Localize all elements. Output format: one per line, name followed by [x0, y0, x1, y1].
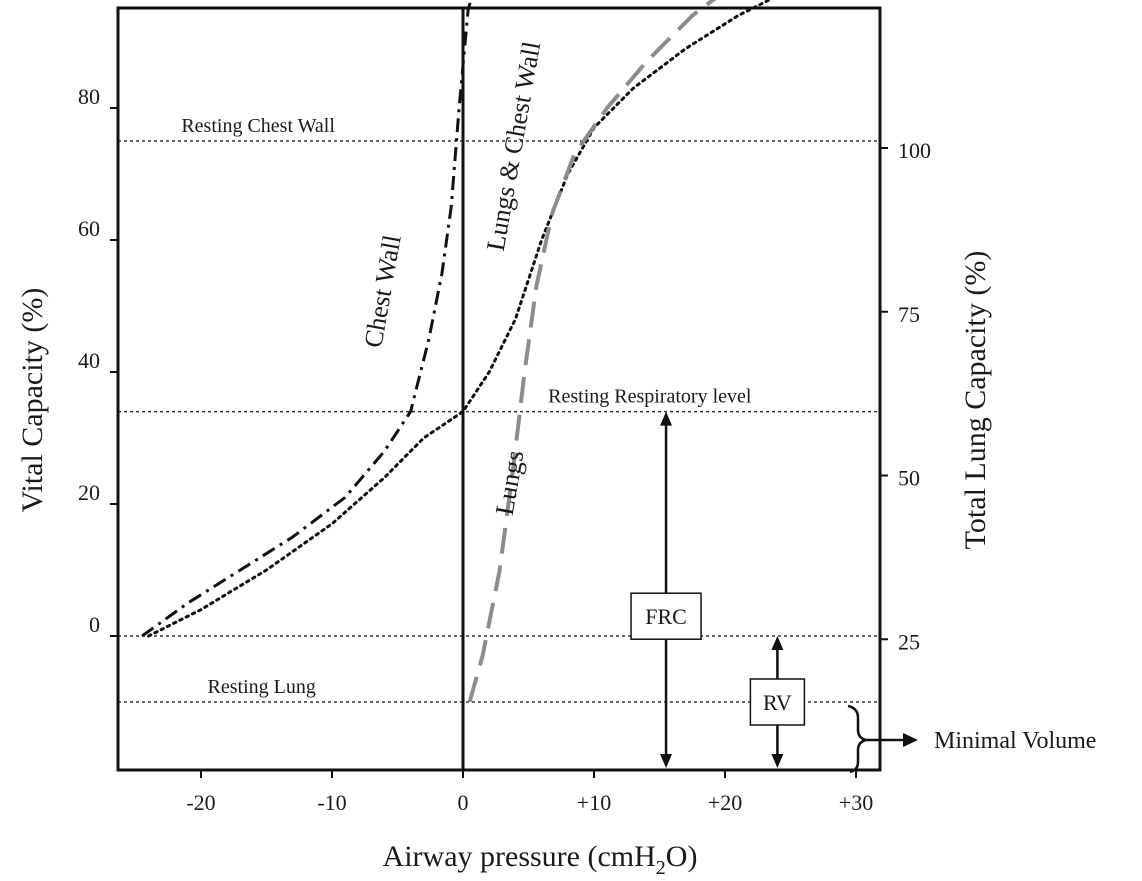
- rv-arrowhead-top: [771, 636, 784, 650]
- minimal-volume-arrowhead: [903, 733, 918, 747]
- series-lungs-chest-wall: [147, 0, 773, 638]
- x-axis-ticks: -20 -10 0 +10 +20 +30: [186, 770, 873, 815]
- right-tick-label: 25: [898, 629, 920, 654]
- minimal-volume-brace: [847, 704, 867, 774]
- ref-label-resting-lung: Resting Lung: [208, 676, 316, 698]
- frc-arrowhead-top: [660, 411, 673, 426]
- right-tick-label: 100: [898, 138, 931, 163]
- reference-lines: Resting Chest Wall Resting Respiratory le…: [118, 115, 880, 703]
- left-axis-ticks: 020406080100: [78, 84, 118, 637]
- minimal-volume-marker: Minimal Volume: [847, 704, 1096, 774]
- series-label-lungs-chest-wall: Lungs & Chest Wall: [481, 39, 546, 253]
- rv-arrowhead-bottom: [771, 754, 784, 768]
- right-axis-title: Total Lung Capacity (%): [959, 251, 992, 550]
- series-label-chest-wall: Chest Wall: [358, 233, 406, 350]
- right-axis-ticks: 25 50 75 100: [880, 138, 931, 654]
- rv-box: [749, 678, 806, 726]
- series-lungs: [467, 0, 717, 703]
- x-tick-label: +20: [708, 790, 742, 815]
- series-label-lungs: Lungs: [490, 448, 530, 517]
- plot-frame: [116, 6, 882, 772]
- left-tick-label: 60: [78, 216, 100, 241]
- x-tick-label: -10: [317, 790, 346, 815]
- minimal-volume-label: Minimal Volume: [934, 728, 1096, 754]
- series-chest-wall: [141, 0, 473, 638]
- left-tick-label: 20: [78, 480, 100, 505]
- volume-annotations: FRC RV: [630, 411, 806, 768]
- curves: Chest Wall Lungs & Chest Wall Lungs: [141, 0, 773, 703]
- x-tick-label: -20: [186, 790, 215, 815]
- frc-label: FRC: [645, 604, 687, 629]
- frc-box: [630, 592, 702, 640]
- frc-arrowhead-bottom: [660, 754, 673, 768]
- left-tick-label: 80: [78, 84, 100, 109]
- right-tick-label: 50: [898, 466, 920, 491]
- x-tick-label: 0: [458, 790, 469, 815]
- x-tick-label: +30: [839, 790, 873, 815]
- left-tick-label: 40: [78, 348, 100, 373]
- ref-label-resting-chest-wall: Resting Chest Wall: [181, 115, 335, 137]
- right-tick-label: 75: [898, 302, 920, 327]
- x-tick-label: +10: [577, 790, 611, 815]
- rv-label: RV: [763, 690, 792, 715]
- left-tick-label: 0: [89, 612, 100, 637]
- x-axis-title: Airway pressure (cmH2O): [383, 840, 698, 879]
- ref-label-resting-respiratory-level: Resting Respiratory level: [548, 386, 752, 408]
- left-axis-title: Vital Capacity (%): [16, 288, 49, 513]
